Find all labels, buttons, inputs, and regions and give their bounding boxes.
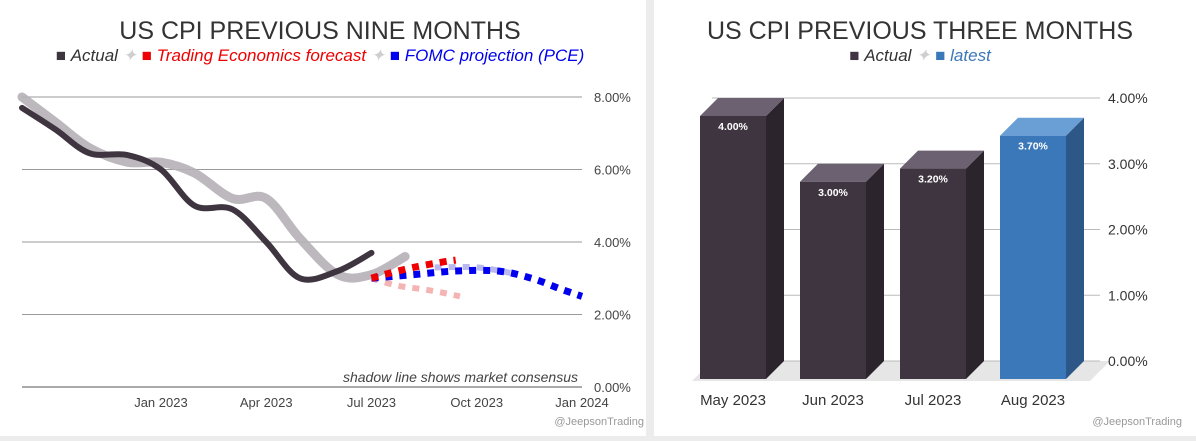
legend-separator: ✦: [911, 46, 935, 65]
legend-label-actual: Actual: [70, 46, 119, 65]
legend-label-trading-economics-forecast: Trading Economics forecast: [157, 46, 368, 65]
y-tick-label: 4.00%: [1108, 90, 1148, 106]
series-line-actual: [19, 104, 375, 283]
y-tick-label: 2.00%: [1108, 222, 1148, 238]
bar-side: [1066, 117, 1084, 379]
legend-label-actual: Actual: [863, 46, 912, 65]
chart-title: US CPI PREVIOUS NINE MONTHS: [119, 17, 520, 45]
annotation-text: shadow line shows market consensus: [343, 369, 578, 385]
x-tick-label: May 2023: [700, 392, 766, 409]
y-tick-label: 0.00%: [1108, 353, 1148, 369]
bar-jul-2023: 3.20% Jul 2023: [900, 150, 984, 409]
legend-swatch-trading-economics-forecast: ■: [142, 46, 157, 65]
x-tick-label: Aug 2023: [1001, 392, 1065, 409]
x-tick-label: Jul 2023: [905, 392, 962, 409]
bar-front: [700, 116, 766, 379]
bar-value-label: 3.70%: [1018, 141, 1048, 153]
legend-swatch-actual: ■: [849, 46, 864, 65]
chart-title: US CPI PREVIOUS THREE MONTHS: [707, 17, 1133, 45]
bar-jun-2023: 3.00% Jun 2023: [800, 163, 884, 409]
legend: ■ Actual ✦ ■ latest: [849, 46, 992, 65]
bar-value-label: 4.00%: [718, 121, 748, 133]
bar-chart-panel: US CPI PREVIOUS THREE MONTHS ■ Actual ✦ …: [654, 0, 1196, 436]
y-tick-label: 3.00%: [1108, 156, 1148, 172]
y-tick-label: 8.00%: [594, 90, 631, 105]
series-line-fomc-projection-consensus-shadow: [434, 263, 511, 276]
bar-side: [866, 163, 884, 379]
legend-row: ■ Actual ✦ ■ latest: [849, 46, 992, 65]
legend-label-latest: latest: [950, 46, 992, 65]
bar-may-2023: 4.00% May 2023: [700, 98, 784, 409]
bar-top: [800, 163, 884, 182]
x-tick-label: Jan 2024: [555, 395, 609, 410]
line-chart-panel: US CPI PREVIOUS NINE MONTHS ■ Actual ✦ ■…: [0, 0, 646, 436]
x-tick-label: Jun 2023: [802, 392, 864, 409]
series-lines: [17, 92, 584, 300]
legend-swatch-latest: ■: [935, 46, 950, 65]
y-tick-label: 4.00%: [594, 235, 631, 250]
legend-separator: ✦: [118, 46, 142, 65]
legend: ■ Actual ✦ ■ Trading Economics forecast …: [56, 46, 585, 65]
x-tick-label: Oct 2023: [450, 395, 503, 410]
series-line-trading-economics-forecast: [370, 256, 457, 282]
legend-row: ■ Actual ✦ ■ Trading Economics forecast …: [56, 46, 585, 65]
bar-top: [700, 98, 784, 116]
bar-front: [900, 168, 966, 379]
bar-front: [800, 181, 866, 379]
bar-side: [766, 98, 784, 379]
bar-aug-2023: 3.70% Aug 2023: [1000, 117, 1084, 409]
y-tick-label: 6.00%: [594, 163, 631, 178]
x-tick-label: Apr 2023: [240, 395, 293, 410]
y-tick-label: 0.00%: [594, 380, 631, 395]
bar-side: [966, 150, 984, 379]
legend-swatch-actual: ■: [56, 46, 71, 65]
bar-value-label: 3.20%: [918, 174, 948, 186]
x-axis: Jan 2023 Apr 2023 Jul 2023 Oct 2023 Jan 2024: [134, 395, 609, 410]
series-line-consensus-shadow: [17, 92, 410, 283]
watermark: @JeepsonTrading: [1092, 416, 1182, 428]
gridlines: 0.00% 2.00% 4.00% 6.00% 8.00%: [22, 90, 631, 395]
y-tick-label: 1.00%: [1108, 287, 1148, 303]
line-chart: US CPI PREVIOUS NINE MONTHS ■ Actual ✦ ■…: [17, 17, 644, 428]
bar-chart: US CPI PREVIOUS THREE MONTHS ■ Actual ✦ …: [692, 17, 1182, 428]
series-line-trading-economics-forecast-consensus-shadow: [370, 275, 461, 300]
bar-value-label: 3.00%: [818, 187, 848, 199]
y-tick-label: 2.00%: [594, 308, 631, 323]
legend-swatch-fomc-projection-pce: ■: [390, 46, 405, 65]
watermark: @JeepsonTrading: [554, 416, 644, 428]
bar-top: [1000, 117, 1084, 136]
series-line-fomc-projection-pce: [371, 266, 584, 300]
bar-top: [900, 150, 984, 169]
x-tick-label: Jul 2023: [347, 395, 396, 410]
bar-front: [1000, 135, 1066, 379]
x-tick-label: Jan 2023: [134, 395, 188, 410]
legend-separator: ✦: [366, 46, 390, 65]
legend-label-fomc-projection-pce: FOMC projection (PCE): [405, 46, 584, 65]
